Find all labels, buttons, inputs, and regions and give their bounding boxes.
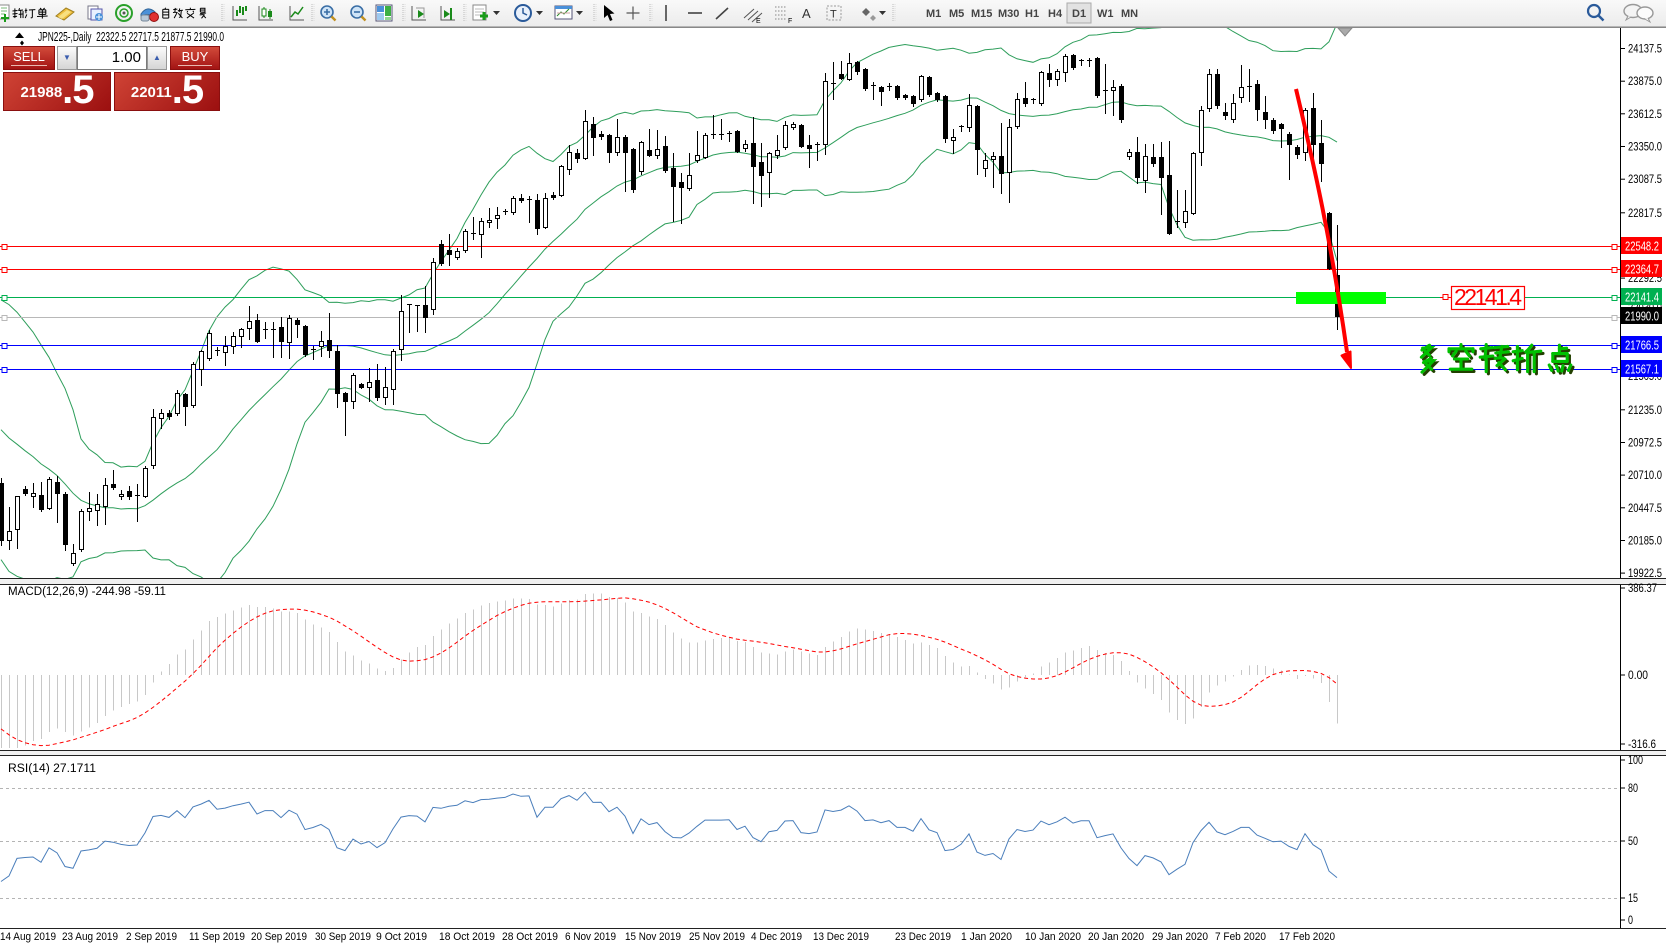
svg-text:23 Aug 2019: 23 Aug 2019 [62, 931, 118, 943]
svg-text:19922.5: 19922.5 [1628, 568, 1662, 580]
svg-text:21567.1: 21567.1 [1625, 362, 1659, 377]
svg-text:11 Sep 2019: 11 Sep 2019 [189, 931, 245, 943]
svg-text:25 Nov 2019: 25 Nov 2019 [689, 931, 745, 943]
svg-text:21766.5: 21766.5 [1625, 338, 1659, 353]
svg-text:20 Jan 2020: 20 Jan 2020 [1088, 931, 1144, 943]
svg-text:0.00: 0.00 [1628, 670, 1648, 682]
svg-text:15 Nov 2019: 15 Nov 2019 [625, 931, 681, 943]
svg-text:M30: M30 [998, 8, 1019, 20]
svg-text:386.37: 386.37 [1628, 583, 1657, 595]
svg-text:22364.7: 22364.7 [1625, 262, 1659, 277]
svg-text:7 Feb 2020: 7 Feb 2020 [1215, 931, 1266, 943]
svg-text:10 Jan 2020: 10 Jan 2020 [1025, 931, 1081, 943]
svg-text:30 Sep 2019: 30 Sep 2019 [315, 931, 371, 943]
svg-text:M5: M5 [949, 8, 964, 20]
svg-text:20185.0: 20185.0 [1628, 536, 1662, 548]
svg-text:20972.5: 20972.5 [1628, 438, 1662, 450]
svg-text:1 Jan 2020: 1 Jan 2020 [961, 931, 1012, 943]
svg-text:T: T [830, 9, 837, 21]
svg-text:21235.0: 21235.0 [1628, 405, 1662, 417]
svg-text:M15: M15 [971, 8, 992, 20]
svg-text:23087.5: 23087.5 [1628, 174, 1662, 186]
svg-text:29 Jan 2020: 29 Jan 2020 [1152, 931, 1208, 943]
svg-text:RSI(14) 27.1711: RSI(14) 27.1711 [8, 763, 96, 775]
svg-text:0: 0 [1628, 915, 1633, 927]
svg-text:23612.5: 23612.5 [1628, 109, 1662, 121]
svg-text:4 Dec 2019: 4 Dec 2019 [751, 931, 802, 943]
svg-text:20 Sep 2019: 20 Sep 2019 [251, 931, 307, 943]
svg-text:MN: MN [1121, 8, 1138, 20]
svg-text:15: 15 [1628, 893, 1638, 905]
svg-text:17 Feb 2020: 17 Feb 2020 [1279, 931, 1335, 943]
svg-text:100: 100 [1628, 755, 1643, 767]
svg-text:H4: H4 [1048, 8, 1063, 20]
svg-text:23 Dec 2019: 23 Dec 2019 [895, 931, 951, 943]
svg-text:H1: H1 [1025, 8, 1039, 20]
svg-text:D1: D1 [1072, 8, 1086, 20]
svg-text:24137.5: 24137.5 [1628, 44, 1662, 56]
svg-text:80: 80 [1628, 783, 1638, 795]
svg-text:6 Nov 2019: 6 Nov 2019 [565, 931, 616, 943]
svg-text:9 Oct 2019: 9 Oct 2019 [376, 931, 427, 943]
svg-text:JPN225-,Daily 22322.5 22717.5: JPN225-,Daily 22322.5 22717.5 21877.5 21… [38, 30, 224, 44]
svg-text:W1: W1 [1097, 8, 1114, 20]
svg-text:18 Oct 2019: 18 Oct 2019 [439, 931, 495, 943]
svg-text:13 Dec 2019: 13 Dec 2019 [813, 931, 869, 943]
svg-text:F: F [788, 18, 792, 25]
svg-text:20710.0: 20710.0 [1628, 470, 1662, 482]
svg-text:20447.5: 20447.5 [1628, 503, 1662, 515]
svg-text:14 Aug 2019: 14 Aug 2019 [0, 931, 56, 943]
svg-text:21990.0: 21990.0 [1625, 309, 1659, 324]
svg-text:E: E [756, 18, 761, 25]
svg-text:23350.0: 23350.0 [1628, 142, 1662, 154]
svg-text:22548.2: 22548.2 [1625, 239, 1659, 254]
svg-text:28 Oct 2019: 28 Oct 2019 [502, 931, 558, 943]
svg-text:2 Sep 2019: 2 Sep 2019 [126, 931, 177, 943]
svg-text:-316.6: -316.6 [1628, 739, 1656, 751]
svg-text:23875.0: 23875.0 [1628, 76, 1662, 88]
svg-text:22141.4: 22141.4 [1454, 284, 1522, 310]
svg-text:22817.5: 22817.5 [1628, 208, 1662, 220]
svg-text:22141.4: 22141.4 [1625, 290, 1659, 305]
svg-text:M1: M1 [926, 8, 941, 20]
svg-text:MACD(12,26,9) -244.98 -59.11: MACD(12,26,9) -244.98 -59.11 [8, 586, 166, 598]
svg-text:A: A [802, 6, 811, 21]
svg-text:50: 50 [1628, 836, 1638, 848]
